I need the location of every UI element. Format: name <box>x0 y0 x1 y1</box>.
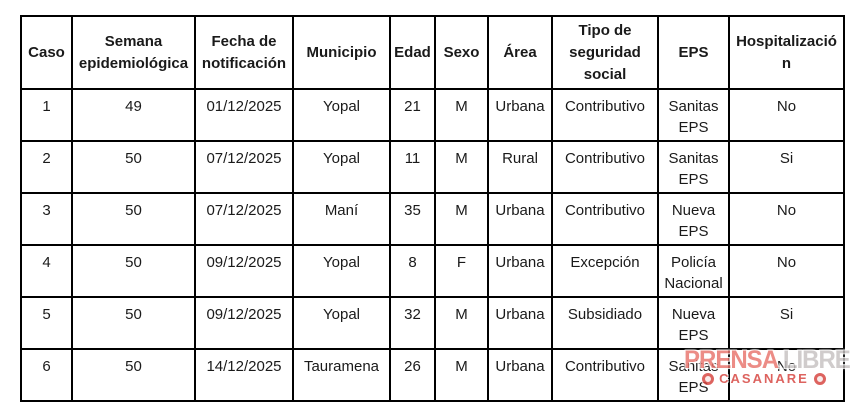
cell-caso: 6 <box>20 348 73 402</box>
column-header-hospitalizacion: Hospitalización <box>728 15 845 90</box>
cell-area: Urbana <box>487 192 553 246</box>
cell-fecha-notificacion: 01/12/2025 <box>194 88 294 142</box>
cell-sexo: F <box>434 244 489 298</box>
table-row: 6 50 14/12/2025 Tauramena 26 M Urbana Co… <box>20 348 845 402</box>
column-header-semana-epidemiologica: Semana epidemiológica <box>71 15 196 90</box>
cell-edad: 35 <box>389 192 436 246</box>
cell-municipio: Yopal <box>292 88 391 142</box>
cell-area: Urbana <box>487 244 553 298</box>
cases-table: Caso Semana epidemiológica Fecha de noti… <box>20 15 845 402</box>
cell-eps: Sanitas EPS <box>657 348 730 402</box>
cell-edad: 21 <box>389 88 436 142</box>
cell-semana-epidemiologica: 49 <box>71 88 196 142</box>
cell-tipo-seguridad-social: Contributivo <box>551 140 659 194</box>
cell-municipio: Maní <box>292 192 391 246</box>
cell-sexo: M <box>434 348 489 402</box>
cell-eps: Policía Nacional <box>657 244 730 298</box>
cell-area: Rural <box>487 140 553 194</box>
cell-hospitalizacion: Si <box>728 140 845 194</box>
cell-area: Urbana <box>487 348 553 402</box>
cell-semana-epidemiologica: 50 <box>71 244 196 298</box>
cell-tipo-seguridad-social: Excepción <box>551 244 659 298</box>
cell-sexo: M <box>434 192 489 246</box>
cell-municipio: Tauramena <box>292 348 391 402</box>
cell-hospitalizacion: Si <box>728 296 845 350</box>
column-header-area: Área <box>487 15 553 90</box>
cell-tipo-seguridad-social: Contributivo <box>551 348 659 402</box>
table-row: 2 50 07/12/2025 Yopal 11 M Rural Contrib… <box>20 140 845 194</box>
table-body: 1 49 01/12/2025 Yopal 21 M Urbana Contri… <box>20 88 845 402</box>
table-row: 4 50 09/12/2025 Yopal 8 F Urbana Excepci… <box>20 244 845 298</box>
cell-tipo-seguridad-social: Contributivo <box>551 192 659 246</box>
table-header: Caso Semana epidemiológica Fecha de noti… <box>20 15 845 90</box>
cell-edad: 11 <box>389 140 436 194</box>
cell-semana-epidemiologica: 50 <box>71 296 196 350</box>
cell-semana-epidemiologica: 50 <box>71 192 196 246</box>
cell-fecha-notificacion: 09/12/2025 <box>194 296 294 350</box>
cell-sexo: M <box>434 140 489 194</box>
cell-municipio: Yopal <box>292 140 391 194</box>
column-header-caso: Caso <box>20 15 73 90</box>
table-row: 5 50 09/12/2025 Yopal 32 M Urbana Subsid… <box>20 296 845 350</box>
cell-caso: 5 <box>20 296 73 350</box>
cell-hospitalizacion: No <box>728 192 845 246</box>
cell-eps: Sanitas EPS <box>657 88 730 142</box>
cell-eps: Nueva EPS <box>657 296 730 350</box>
cell-fecha-notificacion: 07/12/2025 <box>194 192 294 246</box>
column-header-eps: EPS <box>657 15 730 90</box>
cell-caso: 1 <box>20 88 73 142</box>
cell-edad: 8 <box>389 244 436 298</box>
cell-fecha-notificacion: 09/12/2025 <box>194 244 294 298</box>
column-header-fecha-notificacion: Fecha de notificación <box>194 15 294 90</box>
column-header-edad: Edad <box>389 15 436 90</box>
cell-fecha-notificacion: 14/12/2025 <box>194 348 294 402</box>
cell-area: Urbana <box>487 88 553 142</box>
header-row: Caso Semana epidemiológica Fecha de noti… <box>20 15 845 90</box>
cell-edad: 26 <box>389 348 436 402</box>
cell-eps: Sanitas EPS <box>657 140 730 194</box>
cell-semana-epidemiologica: 50 <box>71 140 196 194</box>
cell-tipo-seguridad-social: Subsidiado <box>551 296 659 350</box>
cell-municipio: Yopal <box>292 296 391 350</box>
cell-caso: 3 <box>20 192 73 246</box>
column-header-municipio: Municipio <box>292 15 391 90</box>
cell-sexo: M <box>434 88 489 142</box>
column-header-tipo-seguridad-social: Tipo de seguridad social <box>551 15 659 90</box>
cell-edad: 32 <box>389 296 436 350</box>
cell-hospitalizacion: No <box>728 348 845 402</box>
cell-hospitalizacion: No <box>728 244 845 298</box>
cell-semana-epidemiologica: 50 <box>71 348 196 402</box>
cell-municipio: Yopal <box>292 244 391 298</box>
table-row: 3 50 07/12/2025 Maní 35 M Urbana Contrib… <box>20 192 845 246</box>
table-row: 1 49 01/12/2025 Yopal 21 M Urbana Contri… <box>20 88 845 142</box>
cell-caso: 4 <box>20 244 73 298</box>
cell-area: Urbana <box>487 296 553 350</box>
cell-sexo: M <box>434 296 489 350</box>
cell-caso: 2 <box>20 140 73 194</box>
cell-fecha-notificacion: 07/12/2025 <box>194 140 294 194</box>
cell-hospitalizacion: No <box>728 88 845 142</box>
cell-tipo-seguridad-social: Contributivo <box>551 88 659 142</box>
column-header-sexo: Sexo <box>434 15 489 90</box>
cell-eps: Nueva EPS <box>657 192 730 246</box>
